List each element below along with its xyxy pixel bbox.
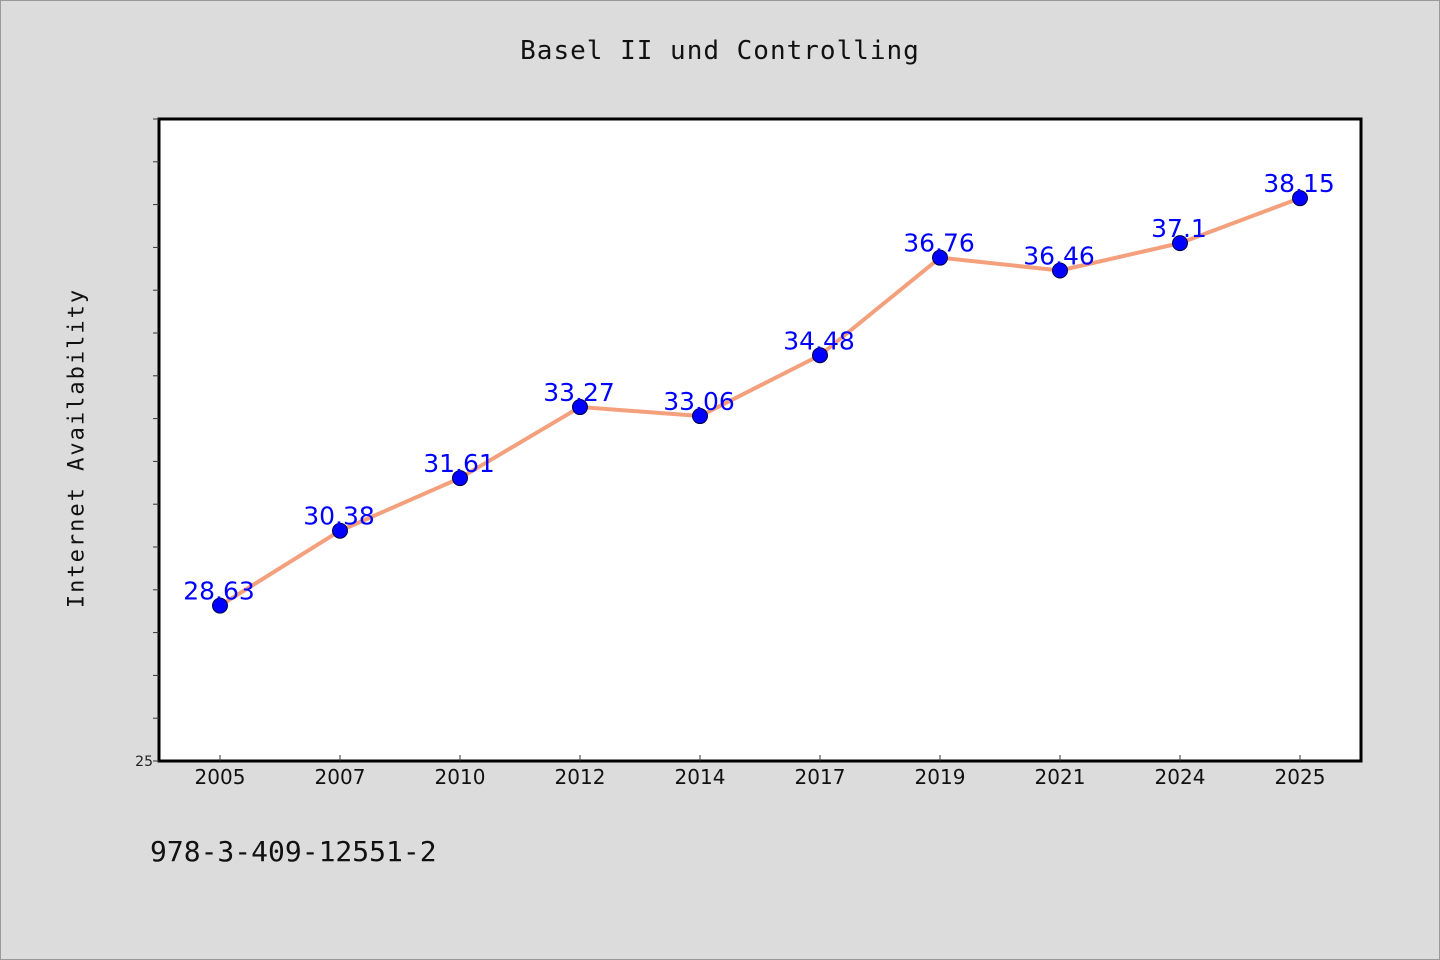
x-tick-label: 2012 xyxy=(555,765,606,789)
x-tick-label: 2025 xyxy=(1275,765,1326,789)
data-point xyxy=(1292,190,1308,207)
x-tick-label: 2024 xyxy=(1155,765,1206,789)
data-label: 37.1 xyxy=(1151,214,1207,243)
isbn-footer: 978-3-409-12551-2 xyxy=(150,835,437,868)
x-tick-label: 2014 xyxy=(675,765,726,789)
data-point xyxy=(332,522,348,539)
data-point xyxy=(572,399,588,416)
data-point xyxy=(1052,262,1068,279)
data-label: 28.63 xyxy=(183,577,255,606)
y-tick-label: 25 xyxy=(135,754,153,770)
data-point xyxy=(692,408,708,425)
data-point xyxy=(212,597,228,614)
data-point xyxy=(812,347,828,364)
x-tick-label: 2005 xyxy=(195,765,246,789)
data-point xyxy=(452,470,468,487)
data-label: 38.15 xyxy=(1263,169,1335,198)
data-label: 30.38 xyxy=(303,502,375,531)
data-label: 36.76 xyxy=(903,229,975,258)
plot-area xyxy=(157,117,1363,763)
x-tick-label: 2010 xyxy=(435,765,486,789)
x-tick-label: 2021 xyxy=(1035,765,1086,789)
data-label: 33.06 xyxy=(663,387,735,416)
data-label: 34.48 xyxy=(783,326,855,355)
data-label: 36.46 xyxy=(1023,242,1095,271)
x-tick-label: 2019 xyxy=(915,765,966,789)
data-label: 31.61 xyxy=(423,449,495,478)
chart-title: Basel II und Controlling xyxy=(520,36,920,66)
series-line xyxy=(218,196,1301,608)
x-tick-label: 2017 xyxy=(795,765,846,789)
data-point xyxy=(1172,235,1188,252)
data-point xyxy=(932,249,948,266)
data-label: 33.27 xyxy=(543,378,615,407)
x-tick-label: 2007 xyxy=(315,765,366,789)
